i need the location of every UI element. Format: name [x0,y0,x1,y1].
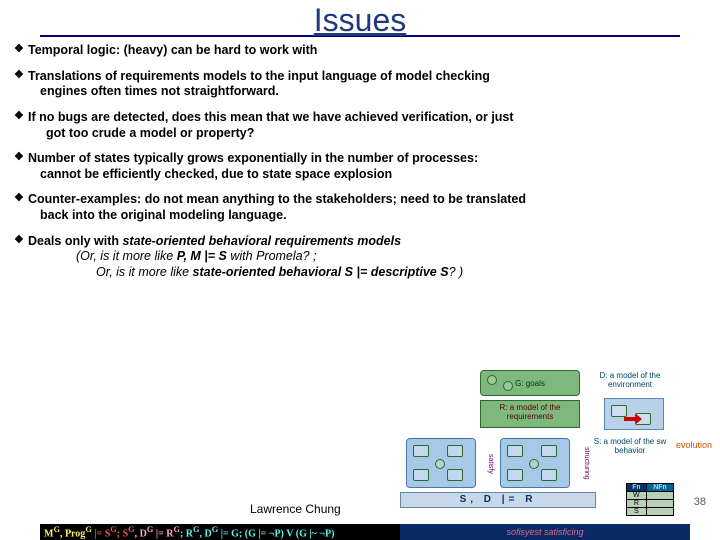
bullet-text: Temporal logic: (heavy) can be hard to w… [28,43,317,57]
requirements-diagram: G: goals D: a model of the environment R… [400,370,710,522]
matrix-s: S [627,508,647,516]
bullet-sub: back into the original modeling language… [28,208,706,224]
env-label: D: a model of the environment [590,370,670,396]
bullet-sub: got too crude a model or property? [28,126,706,142]
decor-circle [529,459,539,469]
fn-matrix: Fn NFn W R S [626,483,674,516]
red-arrow-icon [624,414,642,424]
requirements-box: R: a model of the requirements [480,400,580,428]
decor-circle [487,375,497,385]
bullet-text: Number of states typically grows exponen… [28,151,478,165]
f: , D [200,528,212,539]
decor-shape [413,469,429,481]
footer-blue-strip: sofisyest satisficing [400,524,690,540]
sw-label: S: a model of the sw behavior [590,438,670,460]
matrix-nfn: NFn [646,484,673,492]
bullet-translations: Translations of requirements models to t… [14,69,706,100]
goals-label: G: goals [515,379,545,388]
left-cycle-box [406,438,476,488]
decor-shape [447,445,463,457]
bullet-state-explosion: Number of states typically grows exponen… [14,151,706,182]
matrix-r: R [627,500,647,508]
formula: P, M |= S [177,249,227,263]
footer-formula: MG, ProgG |= SG; SG, DG |= RG; RG, DG |=… [40,524,400,540]
decor-circle [503,381,513,391]
author-name: Lawrence Chung [250,502,341,516]
f: |= G; (G |= ¬P) V (G |~ ¬P) [218,528,334,539]
decor-shape [413,445,429,457]
f: ; R [180,528,193,539]
page-number: 38 [694,496,706,508]
decor-shape [507,469,523,481]
evolution-label: evolution [676,440,712,450]
goals-box: G: goals [480,370,580,396]
f: |= S [92,528,110,539]
f: , Prog [60,528,85,539]
bullet-text: Counter-examples: do not mean anything t… [28,192,526,206]
matrix-cell [646,500,673,508]
decor-shape [447,469,463,481]
f: ; S [117,528,128,539]
matrix-fn: Fn [627,484,647,492]
bullet-italic: state-oriented behavioral requirements m… [122,234,401,248]
bullet-temporal-logic: Temporal logic: (heavy) can be hard to w… [14,43,706,59]
matrix-cell [646,508,673,516]
bullet-text: Deals only with [28,234,122,248]
entailment-bar: S, D |= R [400,492,596,508]
decor-circle [435,459,445,469]
decor-shape [541,469,557,481]
bullet-sub: engines often times not straightforward. [28,84,706,100]
bullet-text: Translations of requirements models to t… [28,69,490,83]
structuring-label: structuring [576,438,590,488]
matrix-w: W [627,492,647,500]
bullet-text: If no bugs are detected, does this mean … [28,110,514,124]
f: , D [135,528,147,539]
content-area: Temporal logic: (heavy) can be hard to w… [0,43,720,281]
page-title: Issues [302,2,418,39]
bullet-sub-line3: Or, is it more like state-oriented behav… [28,265,706,281]
satisfy-label: satisfy [480,444,494,484]
text: with Promela? ; [227,249,317,263]
text: Or, is it more like [96,265,193,279]
mid-cycle-box [500,438,570,488]
decor-shape [541,445,557,457]
bullet-counter-examples: Counter-examples: do not mean anything t… [14,192,706,223]
text: (Or, is it more like [76,249,177,263]
bullet-no-bugs: If no bugs are detected, does this mean … [14,110,706,141]
matrix-cell [646,492,673,500]
bullet-sub: cannot be efficiently checked, due to st… [28,167,706,183]
bullet-deals-only: Deals only with state-oriented behaviora… [14,234,706,281]
text: ? ) [449,265,464,279]
bullet-sub-line2: (Or, is it more like P, M |= S with Prom… [28,249,706,265]
f: |= R [153,528,173,539]
formula: state-oriented behavioral S |= descripti… [193,265,449,279]
decor-shape [507,445,523,457]
